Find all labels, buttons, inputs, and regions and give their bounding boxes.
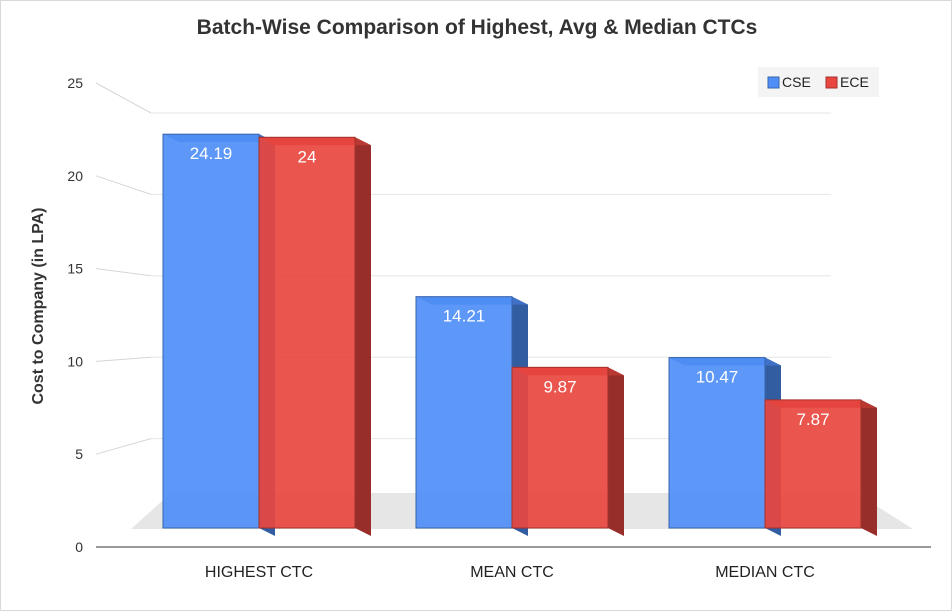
data-label: 14.21 xyxy=(443,307,486,326)
bar-front xyxy=(511,366,609,529)
bar-ece-1: 24 xyxy=(258,136,371,536)
legend-label-ece: ECE xyxy=(840,74,869,90)
data-label: 24.19 xyxy=(190,144,233,163)
bar-side xyxy=(608,367,624,536)
y-axis-ticks: 0 5 10 15 20 25 xyxy=(67,75,83,555)
legend: CSE ECE xyxy=(758,67,879,97)
legend-label-cse: CSE xyxy=(782,74,811,90)
bar-front xyxy=(764,399,862,529)
y-tick-label: 20 xyxy=(67,168,83,184)
gridline-diagonal xyxy=(95,82,152,114)
bar-cse-2: 14.21 xyxy=(415,296,528,536)
bar-front xyxy=(415,296,513,529)
y-tick-label: 5 xyxy=(75,446,83,462)
bar-front xyxy=(668,357,766,529)
bar-ece-3: 7.87 xyxy=(764,399,877,536)
bar-side xyxy=(355,137,371,536)
bars: 24.19 24 14.21 9.87 10.47 7.87 xyxy=(162,133,877,536)
x-category-label: MEDIAN CTC xyxy=(715,564,815,581)
y-tick-label: 15 xyxy=(67,261,83,277)
legend-swatch-ece xyxy=(825,76,838,89)
data-label: 10.47 xyxy=(696,368,739,387)
legend-item-cse: CSE xyxy=(767,74,811,90)
bar-cse-1: 24.19 xyxy=(162,133,275,536)
data-label: 24 xyxy=(298,147,317,166)
chart-title: Batch-Wise Comparison of Highest, Avg & … xyxy=(197,16,758,39)
bar-side xyxy=(861,399,877,536)
x-category-label: MEAN CTC xyxy=(470,564,554,581)
bar-cse-3: 10.47 xyxy=(668,357,781,536)
x-category-label: HIGHEST CTC xyxy=(205,564,313,581)
y-tick-label: 25 xyxy=(67,75,83,91)
data-label: 9.87 xyxy=(543,377,576,396)
y-tick-label: 0 xyxy=(75,539,83,555)
gridline-diagonal xyxy=(95,438,152,455)
gridline-diagonal xyxy=(95,175,152,195)
gridline-diagonal xyxy=(95,356,152,362)
bar-ece-2: 9.87 xyxy=(511,366,624,536)
legend-swatch-cse xyxy=(767,76,780,89)
y-tick-label: 10 xyxy=(67,353,83,369)
x-axis-categories: HIGHEST CTC MEAN CTC MEDIAN CTC xyxy=(205,564,815,581)
bar-front xyxy=(258,136,356,529)
bar-front xyxy=(162,133,260,529)
legend-item-ece: ECE xyxy=(825,74,869,90)
data-label: 7.87 xyxy=(796,410,829,429)
gridline-diagonal xyxy=(95,268,152,277)
y-axis-label: Cost to Company (in LPA) xyxy=(30,207,47,404)
